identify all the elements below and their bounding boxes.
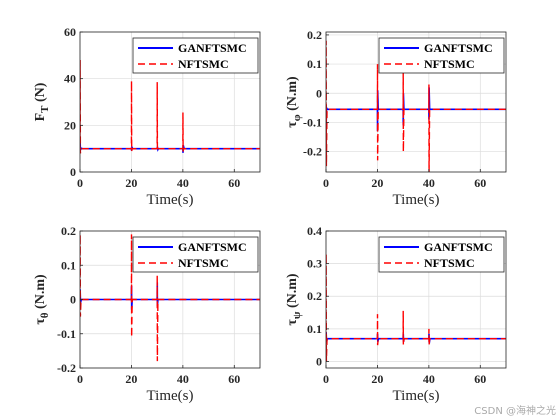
axes-frame bbox=[325, 230, 507, 369]
legend-label-nftsmc: NFTSMC bbox=[424, 256, 475, 270]
chart-panel-roll-torque: 0 20 40 60 -0.2 -0.1 0 0.1 0.2 Time(s) τφ (N.m) GAN… bbox=[285, 28, 507, 208]
y-tick-label: 0.2 bbox=[307, 289, 322, 303]
y-tick-label: 0.4 bbox=[307, 224, 322, 238]
legend-label-ganftsmc: GANFTSMC bbox=[424, 240, 493, 254]
series-line-nftsmc bbox=[80, 59, 260, 154]
x-tick-label: 60 bbox=[228, 176, 240, 190]
y-tick-label: 0.2 bbox=[307, 28, 322, 42]
x-tick-label: 60 bbox=[474, 176, 486, 190]
y-tick-label: 0 bbox=[70, 293, 76, 307]
axes-frame bbox=[325, 31, 507, 173]
legend-box bbox=[378, 236, 505, 273]
y-tick-label: 0.1 bbox=[307, 322, 322, 336]
legend-label-nftsmc: NFTSMC bbox=[178, 256, 229, 270]
axes-frame bbox=[79, 31, 261, 173]
y-axis-label: FT (N) bbox=[33, 82, 51, 121]
y-axis-label: τφ (N.m) bbox=[285, 76, 303, 128]
x-axis-label: Time(s) bbox=[147, 192, 194, 208]
y-tick-label: 0.3 bbox=[307, 257, 322, 271]
y-tick-label: 0 bbox=[316, 354, 322, 368]
legend: GANFTSMC NFTSMC bbox=[378, 236, 505, 273]
x-tick-label: 0 bbox=[77, 372, 83, 386]
y-tick-label: -0.2 bbox=[57, 361, 76, 375]
x-tick-label: 0 bbox=[323, 372, 329, 386]
y-axis-label: τψ (N.m) bbox=[285, 273, 303, 325]
y-tick-label: 20 bbox=[64, 118, 76, 132]
x-tick-label: 20 bbox=[125, 372, 137, 386]
y-tick-label: -0.1 bbox=[303, 115, 322, 129]
legend: GANFTSMC NFTSMC bbox=[378, 37, 505, 74]
x-axis-label: Time(s) bbox=[147, 388, 194, 404]
x-tick-label: 60 bbox=[474, 372, 486, 386]
series-line-nftsmc bbox=[326, 40, 506, 172]
x-tick-label: 20 bbox=[371, 372, 383, 386]
y-tick-label: 0.2 bbox=[61, 224, 76, 238]
y-tick-label: 0 bbox=[70, 165, 76, 179]
x-axis-label: Time(s) bbox=[393, 192, 440, 208]
x-tick-label: 20 bbox=[371, 176, 383, 190]
y-tick-label: -0.2 bbox=[303, 145, 322, 159]
y-tick-label: 0 bbox=[316, 86, 322, 100]
x-tick-label: 20 bbox=[125, 176, 137, 190]
legend-label-ganftsmc: GANFTSMC bbox=[178, 41, 247, 55]
x-tick-label: 40 bbox=[177, 176, 189, 190]
legend: GANFTSMC NFTSMC bbox=[132, 37, 259, 74]
legend-box bbox=[132, 37, 259, 74]
legend-label-nftsmc: NFTSMC bbox=[424, 57, 475, 71]
chart-panel-yaw-torque: 0 20 40 60 0 0.1 0.2 0.3 0.4 Time(s) τψ (N.m) GANFT… bbox=[285, 224, 507, 404]
y-axis-label: τθ (N.m) bbox=[33, 274, 51, 325]
series-line-nftsmc bbox=[326, 253, 506, 362]
watermark-text: CSDN @海神之光 bbox=[474, 406, 556, 417]
y-tick-label: 60 bbox=[64, 25, 76, 39]
x-tick-label: 40 bbox=[177, 372, 189, 386]
legend: GANFTSMC NFTSMC bbox=[132, 236, 259, 273]
legend-label-ganftsmc: GANFTSMC bbox=[178, 240, 247, 254]
x-tick-label: 60 bbox=[228, 372, 240, 386]
y-tick-label: -0.1 bbox=[57, 327, 76, 341]
chart-panel-pitch-torque: 0 20 40 60 -0.2 -0.1 0 0.1 0.2 Time(s) τθ (N.m) GAN… bbox=[33, 224, 261, 404]
y-tick-label: 0.1 bbox=[61, 258, 76, 272]
legend-box bbox=[132, 236, 259, 273]
x-tick-label: 40 bbox=[423, 372, 435, 386]
chart-panel-thrust: 0 20 40 60 0 20 40 60 Time(s) FT (N) GANFTSMC NFTSM… bbox=[33, 25, 261, 208]
legend-label-nftsmc: NFTSMC bbox=[178, 57, 229, 71]
y-tick-label: 40 bbox=[64, 72, 76, 86]
y-tick-label: 0.1 bbox=[307, 57, 322, 71]
x-axis-label: Time(s) bbox=[393, 388, 440, 404]
x-tick-label: 0 bbox=[77, 176, 83, 190]
x-tick-label: 0 bbox=[323, 176, 329, 190]
legend-box bbox=[378, 37, 505, 74]
x-tick-label: 40 bbox=[423, 176, 435, 190]
legend-label-ganftsmc: GANFTSMC bbox=[424, 41, 493, 55]
